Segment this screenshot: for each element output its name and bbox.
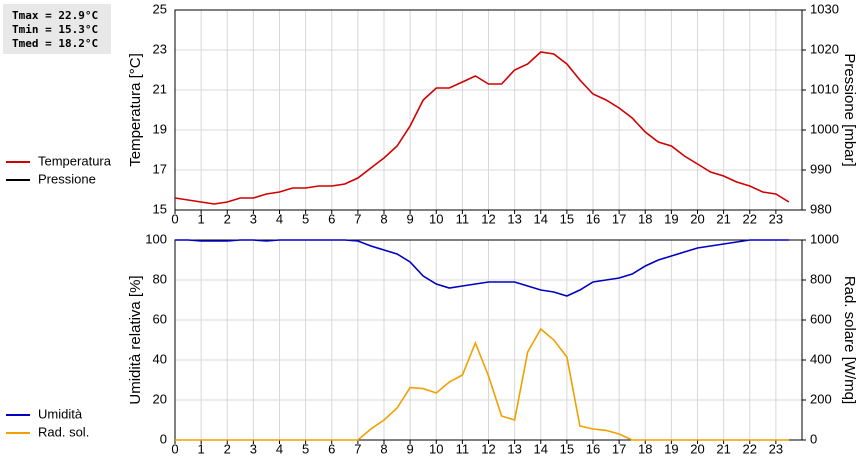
x-tick-label: 8 [380, 211, 387, 226]
y-axis-label: Temperatura [°C] [127, 53, 144, 167]
y-tick-label: 23 [153, 41, 167, 56]
x-tick-label: 14 [534, 211, 548, 226]
legend-label: Rad. sol. [38, 424, 89, 439]
y2-axis-label: Pressione [mbar] [841, 53, 858, 166]
x-tick-label: 6 [328, 211, 335, 226]
x-tick-label: 16 [586, 441, 600, 456]
x-tick-label: 20 [690, 211, 704, 226]
x-tick-label: 5 [302, 211, 309, 226]
y2-tick-label: 1000 [810, 121, 839, 136]
x-tick-label: 23 [769, 211, 783, 226]
x-tick-label: 14 [534, 441, 548, 456]
y2-tick-label: 1030 [810, 1, 839, 16]
y2-tick-label: 1010 [810, 81, 839, 96]
x-tick-label: 3 [250, 211, 257, 226]
x-tick-label: 16 [586, 211, 600, 226]
x-tick-label: 11 [456, 211, 470, 226]
x-tick-label: 3 [250, 441, 257, 456]
x-tick-label: 18 [638, 441, 652, 456]
y-tick-label: 19 [153, 121, 167, 136]
x-tick-label: 6 [328, 441, 335, 456]
legend-label: Pressione [38, 171, 96, 186]
y-tick-label: 40 [153, 351, 167, 366]
annotation: Tmed = 18.2°C [12, 37, 98, 50]
y2-tick-label: 0 [810, 431, 817, 446]
x-tick-label: 19 [664, 441, 678, 456]
y-tick-label: 15 [153, 201, 167, 216]
y2-tick-label: 600 [810, 311, 832, 326]
annotation: Tmax = 22.9°C [12, 9, 98, 22]
x-tick-label: 21 [716, 211, 730, 226]
y-axis-label: Umidità relativa [%] [127, 275, 144, 404]
legend-label: Temperatura [38, 153, 112, 168]
y2-tick-label: 400 [810, 351, 832, 366]
x-tick-label: 17 [612, 441, 626, 456]
y-tick-label: 25 [153, 1, 167, 16]
y-tick-label: 20 [153, 391, 167, 406]
y2-tick-label: 200 [810, 391, 832, 406]
y2-tick-label: 1020 [810, 41, 839, 56]
x-tick-label: 15 [560, 441, 574, 456]
x-tick-label: 11 [456, 441, 470, 456]
x-tick-label: 15 [560, 211, 574, 226]
x-tick-label: 0 [171, 441, 178, 456]
x-tick-label: 21 [716, 441, 730, 456]
y-tick-label: 60 [153, 311, 167, 326]
y2-axis-label: Rad. solare [W/mq] [841, 276, 858, 404]
x-tick-label: 1 [198, 211, 205, 226]
y2-tick-label: 800 [810, 271, 832, 286]
y2-tick-label: 990 [810, 161, 832, 176]
x-tick-label: 10 [429, 441, 443, 456]
x-tick-label: 13 [507, 441, 521, 456]
y-tick-label: 80 [153, 271, 167, 286]
series-line [175, 239, 789, 297]
annotation: Tmin = 15.3°C [12, 23, 98, 36]
x-tick-label: 5 [302, 441, 309, 456]
x-tick-label: 4 [276, 441, 283, 456]
x-tick-label: 12 [481, 211, 495, 226]
x-tick-label: 0 [171, 211, 178, 226]
x-tick-label: 12 [481, 441, 495, 456]
x-tick-label: 20 [690, 441, 704, 456]
stats-box [3, 4, 111, 54]
series-line [175, 327, 789, 441]
x-tick-label: 19 [664, 211, 678, 226]
x-tick-label: 7 [354, 211, 361, 226]
x-tick-label: 13 [507, 211, 521, 226]
y-tick-label: 100 [145, 231, 167, 246]
x-tick-label: 17 [612, 211, 626, 226]
legend-label: Umidità [38, 406, 83, 421]
y-tick-label: 21 [153, 81, 167, 96]
x-tick-label: 1 [198, 441, 205, 456]
x-tick-label: 9 [407, 441, 414, 456]
x-tick-label: 23 [769, 441, 783, 456]
x-tick-label: 7 [354, 441, 361, 456]
x-tick-label: 18 [638, 211, 652, 226]
x-tick-label: 10 [429, 211, 443, 226]
y2-tick-label: 1000 [810, 231, 839, 246]
x-tick-label: 22 [743, 441, 757, 456]
y-tick-label: 17 [153, 161, 167, 176]
x-tick-label: 9 [407, 211, 414, 226]
y-tick-label: 0 [160, 431, 167, 446]
x-tick-label: 2 [224, 441, 231, 456]
series-line [174, 51, 790, 205]
x-tick-label: 22 [743, 211, 757, 226]
x-tick-label: 8 [380, 441, 387, 456]
x-tick-label: 2 [224, 211, 231, 226]
plot-frame [174, 9, 803, 211]
plot-frame [174, 239, 803, 441]
y2-tick-label: 980 [810, 201, 832, 216]
x-tick-label: 4 [276, 211, 283, 226]
